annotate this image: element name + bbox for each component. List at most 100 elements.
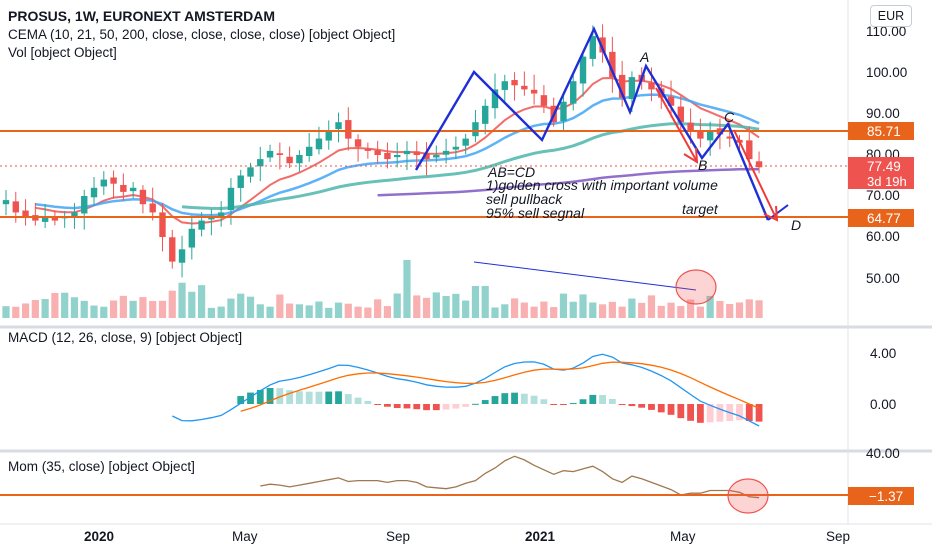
volume-bar[interactable] [462, 300, 470, 318]
candle[interactable] [482, 105, 489, 124]
volume-bar[interactable] [70, 297, 79, 318]
macd-legend[interactable]: MACD (12, 26, close, 9) [object Object] [8, 330, 243, 345]
momentum-line[interactable] [260, 455, 760, 499]
volume-bar[interactable] [286, 303, 294, 318]
volume-legend[interactable]: Vol [object Object] [8, 45, 117, 60]
macd-histogram-bar[interactable] [608, 399, 616, 404]
macd-histogram-bar[interactable] [736, 404, 743, 421]
candle[interactable] [257, 159, 264, 167]
momentum-highlight-circle[interactable] [727, 478, 769, 514]
candle[interactable] [305, 146, 313, 157]
candle[interactable] [589, 36, 596, 59]
volume-bar[interactable] [168, 290, 176, 318]
candle[interactable] [599, 37, 606, 53]
annotation-golden-cross[interactable]: 1)golden cross with important volume [486, 177, 718, 193]
volume-bar[interactable] [31, 300, 39, 318]
volume-bar[interactable] [100, 306, 108, 318]
symbol-title[interactable]: PROSUS, 1W, EURONEXT AMSTERDAM [8, 8, 276, 24]
macd-histogram-bar[interactable] [403, 404, 411, 409]
candle[interactable] [315, 138, 323, 150]
macd-histogram-bar[interactable] [501, 393, 509, 404]
candle[interactable] [354, 139, 362, 147]
candle[interactable] [413, 151, 420, 155]
candle[interactable] [618, 74, 626, 98]
currency-button[interactable]: EUR [870, 5, 912, 27]
macd-histogram-bar[interactable] [354, 397, 362, 404]
macd-histogram-bar[interactable] [687, 404, 694, 421]
candle[interactable] [706, 130, 714, 141]
candle[interactable] [560, 101, 567, 122]
candle[interactable] [149, 203, 156, 213]
candle[interactable] [2, 200, 10, 205]
volume-bar[interactable] [295, 304, 303, 318]
macd-histogram-bar[interactable] [315, 391, 323, 404]
volume-bar[interactable] [706, 295, 714, 318]
volume-bar[interactable] [638, 302, 646, 318]
volume-bar[interactable] [21, 303, 30, 318]
macd-histogram-bar[interactable] [296, 391, 303, 404]
volume-bar[interactable] [726, 304, 734, 318]
annotation-ab-cd[interactable]: AB=CD [487, 164, 535, 180]
volume-bar[interactable] [687, 299, 695, 318]
volume-bar[interactable] [432, 292, 440, 318]
volume-bar[interactable] [237, 293, 245, 318]
candle[interactable] [159, 212, 166, 237]
macd-histogram-bar[interactable] [432, 404, 440, 411]
volume-bar[interactable] [364, 307, 372, 318]
volume-bar[interactable] [628, 298, 636, 318]
candle[interactable] [511, 80, 518, 86]
volume-bar[interactable] [520, 302, 528, 318]
macd-histogram-bar[interactable] [442, 404, 450, 410]
macd-histogram-bar[interactable] [511, 392, 518, 404]
macd-histogram-bar[interactable] [247, 392, 254, 404]
candle[interactable] [345, 120, 352, 139]
volume-bar[interactable] [2, 306, 10, 318]
candle[interactable] [129, 187, 137, 192]
volume-bar[interactable] [413, 295, 421, 318]
volume-bar[interactable] [305, 305, 313, 318]
macd-histogram-bar[interactable] [520, 393, 528, 404]
macd-histogram-bar[interactable] [481, 400, 489, 404]
volume-bar[interactable] [471, 286, 480, 318]
macd-histogram-bar[interactable] [364, 400, 372, 404]
candle[interactable] [579, 56, 587, 84]
volume-bar[interactable] [501, 304, 509, 318]
annotation-sell-signal[interactable]: 95% sell segnal [486, 205, 585, 221]
candle[interactable] [697, 130, 704, 139]
volume-bar[interactable] [442, 295, 450, 318]
volume-bar[interactable] [393, 293, 401, 318]
candle[interactable] [687, 122, 694, 131]
volume-bar[interactable] [452, 293, 460, 318]
macd-histogram-bar[interactable] [237, 396, 245, 404]
macd-histogram-bar[interactable] [696, 404, 704, 423]
candle[interactable] [198, 220, 205, 230]
pattern-zigzag[interactable] [414, 26, 770, 221]
macd-histogram-bar[interactable] [335, 391, 342, 404]
volume-bar[interactable] [325, 307, 333, 318]
candle[interactable] [110, 177, 117, 184]
volume-bar[interactable] [256, 304, 264, 318]
mom-legend[interactable]: Mom (35, close) [object Object] [8, 459, 195, 474]
volume-bar[interactable] [246, 296, 255, 318]
macd-histogram-bar[interactable] [423, 404, 430, 411]
macd-histogram-bar[interactable] [579, 399, 587, 404]
candle[interactable] [120, 184, 127, 192]
mom-badge[interactable]: −1.37 [869, 489, 903, 504]
macd-histogram-bar[interactable] [266, 387, 274, 404]
volume-bar[interactable] [266, 306, 274, 318]
macd-histogram-bar[interactable] [599, 395, 606, 404]
macd-histogram-bar[interactable] [286, 390, 294, 404]
candle[interactable] [41, 216, 49, 222]
volume-bar[interactable] [61, 292, 69, 318]
volume-bar[interactable] [334, 302, 343, 318]
volume-bar[interactable] [374, 299, 382, 318]
macd-histogram-bar[interactable] [589, 394, 597, 404]
volume-bar[interactable] [569, 301, 577, 318]
candle[interactable] [12, 201, 19, 213]
volume-bar[interactable] [178, 282, 186, 318]
candle[interactable] [139, 189, 147, 205]
volume-bar[interactable] [188, 291, 196, 318]
macd-histogram-bar[interactable] [569, 403, 577, 405]
ema-50-line[interactable] [181, 122, 760, 211]
